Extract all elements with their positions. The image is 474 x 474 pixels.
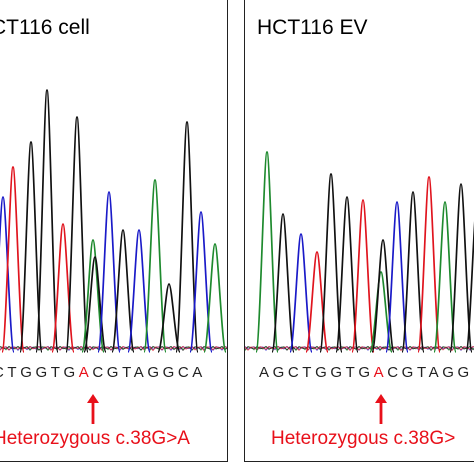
trace-peak xyxy=(143,179,167,353)
mutant-base: A xyxy=(78,364,93,381)
chromatogram-trace xyxy=(245,151,474,353)
panel-title: CT116 cell xyxy=(0,16,90,39)
trace-peak xyxy=(289,233,313,353)
trace-peak xyxy=(65,116,89,353)
chromatogram-trace xyxy=(0,89,227,353)
trace-peak xyxy=(449,183,473,353)
baseline-noise xyxy=(0,345,227,352)
trace-peak xyxy=(97,191,121,353)
mutation-annotation: Heterozygous c.38G>A xyxy=(0,428,190,449)
trace-peak xyxy=(385,201,409,353)
trace-peak xyxy=(0,196,15,353)
right-panel: HCT116 EV AGCTGGTGACGTAGG Heterozygous c… xyxy=(244,0,474,462)
trace-peak xyxy=(465,221,474,353)
trace-peak xyxy=(83,256,107,353)
trace-peak xyxy=(271,213,295,353)
trace-peak xyxy=(19,141,43,353)
trace-peak xyxy=(175,121,199,353)
trace-peak xyxy=(417,176,441,353)
baseline-noise xyxy=(245,345,474,352)
base-sequence: CTGGTGACGTAGGCA xyxy=(0,364,206,381)
trace-peak xyxy=(305,251,329,353)
trace-peak xyxy=(433,201,457,353)
trace-peak xyxy=(335,196,359,353)
trace-peak xyxy=(1,166,25,353)
trace-peak xyxy=(351,199,375,353)
mutant-base: A xyxy=(373,364,388,381)
trace-peak xyxy=(157,283,181,353)
base-sequence: AGCTGGTGACGTAGG xyxy=(259,364,473,381)
trace-peak xyxy=(319,173,343,353)
left-panel: CT116 cell CTGGTGACGTAGGCA Heterozygous … xyxy=(0,0,228,462)
trace-peak xyxy=(111,229,135,353)
arrow-up-icon xyxy=(375,394,387,424)
panel-title: HCT116 EV xyxy=(257,16,368,39)
trace-peak xyxy=(51,223,75,353)
arrow-up-icon xyxy=(87,394,99,424)
trace-peak xyxy=(371,239,395,353)
trace-peak xyxy=(255,151,279,353)
mutation-annotation: Heterozygous c.38G> xyxy=(271,428,456,449)
trace-peak xyxy=(401,191,425,353)
trace-peak xyxy=(203,243,227,353)
trace-peak xyxy=(35,89,59,353)
